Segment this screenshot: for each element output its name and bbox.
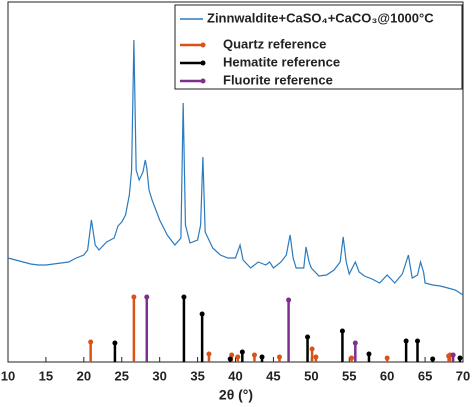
x-tick-label: 15: [39, 368, 53, 383]
reference-marker: [251, 352, 257, 358]
reference-marker: [305, 334, 311, 340]
x-tick-label: 40: [228, 368, 242, 383]
reference-marker: [450, 352, 456, 358]
reference-marker: [259, 354, 265, 360]
reference-marker: [235, 354, 241, 360]
legend-marker: [200, 60, 206, 66]
reference-marker: [206, 351, 212, 357]
reference-marker: [88, 339, 94, 345]
pattern-line: [7, 39, 464, 296]
reference-marker: [286, 297, 292, 303]
reference-marker: [181, 294, 187, 300]
reference-marker: [384, 355, 390, 361]
reference-marker: [309, 346, 315, 352]
x-axis-label: 2θ (°): [219, 387, 253, 403]
reference-marker: [112, 340, 118, 346]
reference-marker: [227, 356, 233, 362]
legend-label: Quartz reference: [223, 36, 326, 51]
legend-marker: [200, 42, 206, 48]
x-tick-label: 65: [418, 368, 432, 383]
reference-marker: [229, 352, 235, 358]
reference-marker: [366, 351, 372, 357]
reference-marker: [352, 340, 358, 346]
reference-marker: [313, 354, 319, 360]
reference-marker: [276, 354, 282, 360]
x-tick-label: 45: [266, 368, 280, 383]
legend-label: Zinnwaldite+CaSO₄+CaCO₃@1000°C: [207, 10, 434, 25]
x-tick-label: 60: [380, 368, 394, 383]
legend-marker: [200, 78, 206, 84]
x-tick-label: 20: [77, 368, 91, 383]
reference-marker: [339, 328, 345, 334]
reference-marker: [415, 338, 420, 344]
reference-marker: [131, 294, 137, 300]
reference-marker: [199, 311, 205, 317]
x-tick-label: 10: [1, 368, 15, 383]
reference-marker: [239, 349, 245, 355]
reference-marker: [403, 338, 409, 344]
x-tick-label: 70: [456, 368, 470, 383]
x-tick-label: 25: [115, 368, 129, 383]
reference-marker: [349, 355, 355, 361]
x-tick-label: 50: [304, 368, 318, 383]
reference-marker: [457, 355, 463, 361]
x-tick-label: 35: [190, 368, 204, 383]
legend-label: Hematite reference: [223, 54, 340, 69]
x-tick-label: 55: [342, 368, 356, 383]
reference-marker: [430, 356, 436, 362]
x-tick-label: 30: [152, 368, 166, 383]
legend-box: [174, 4, 463, 90]
reference-marker: [144, 294, 150, 300]
legend-label: Fluorite reference: [223, 72, 333, 87]
